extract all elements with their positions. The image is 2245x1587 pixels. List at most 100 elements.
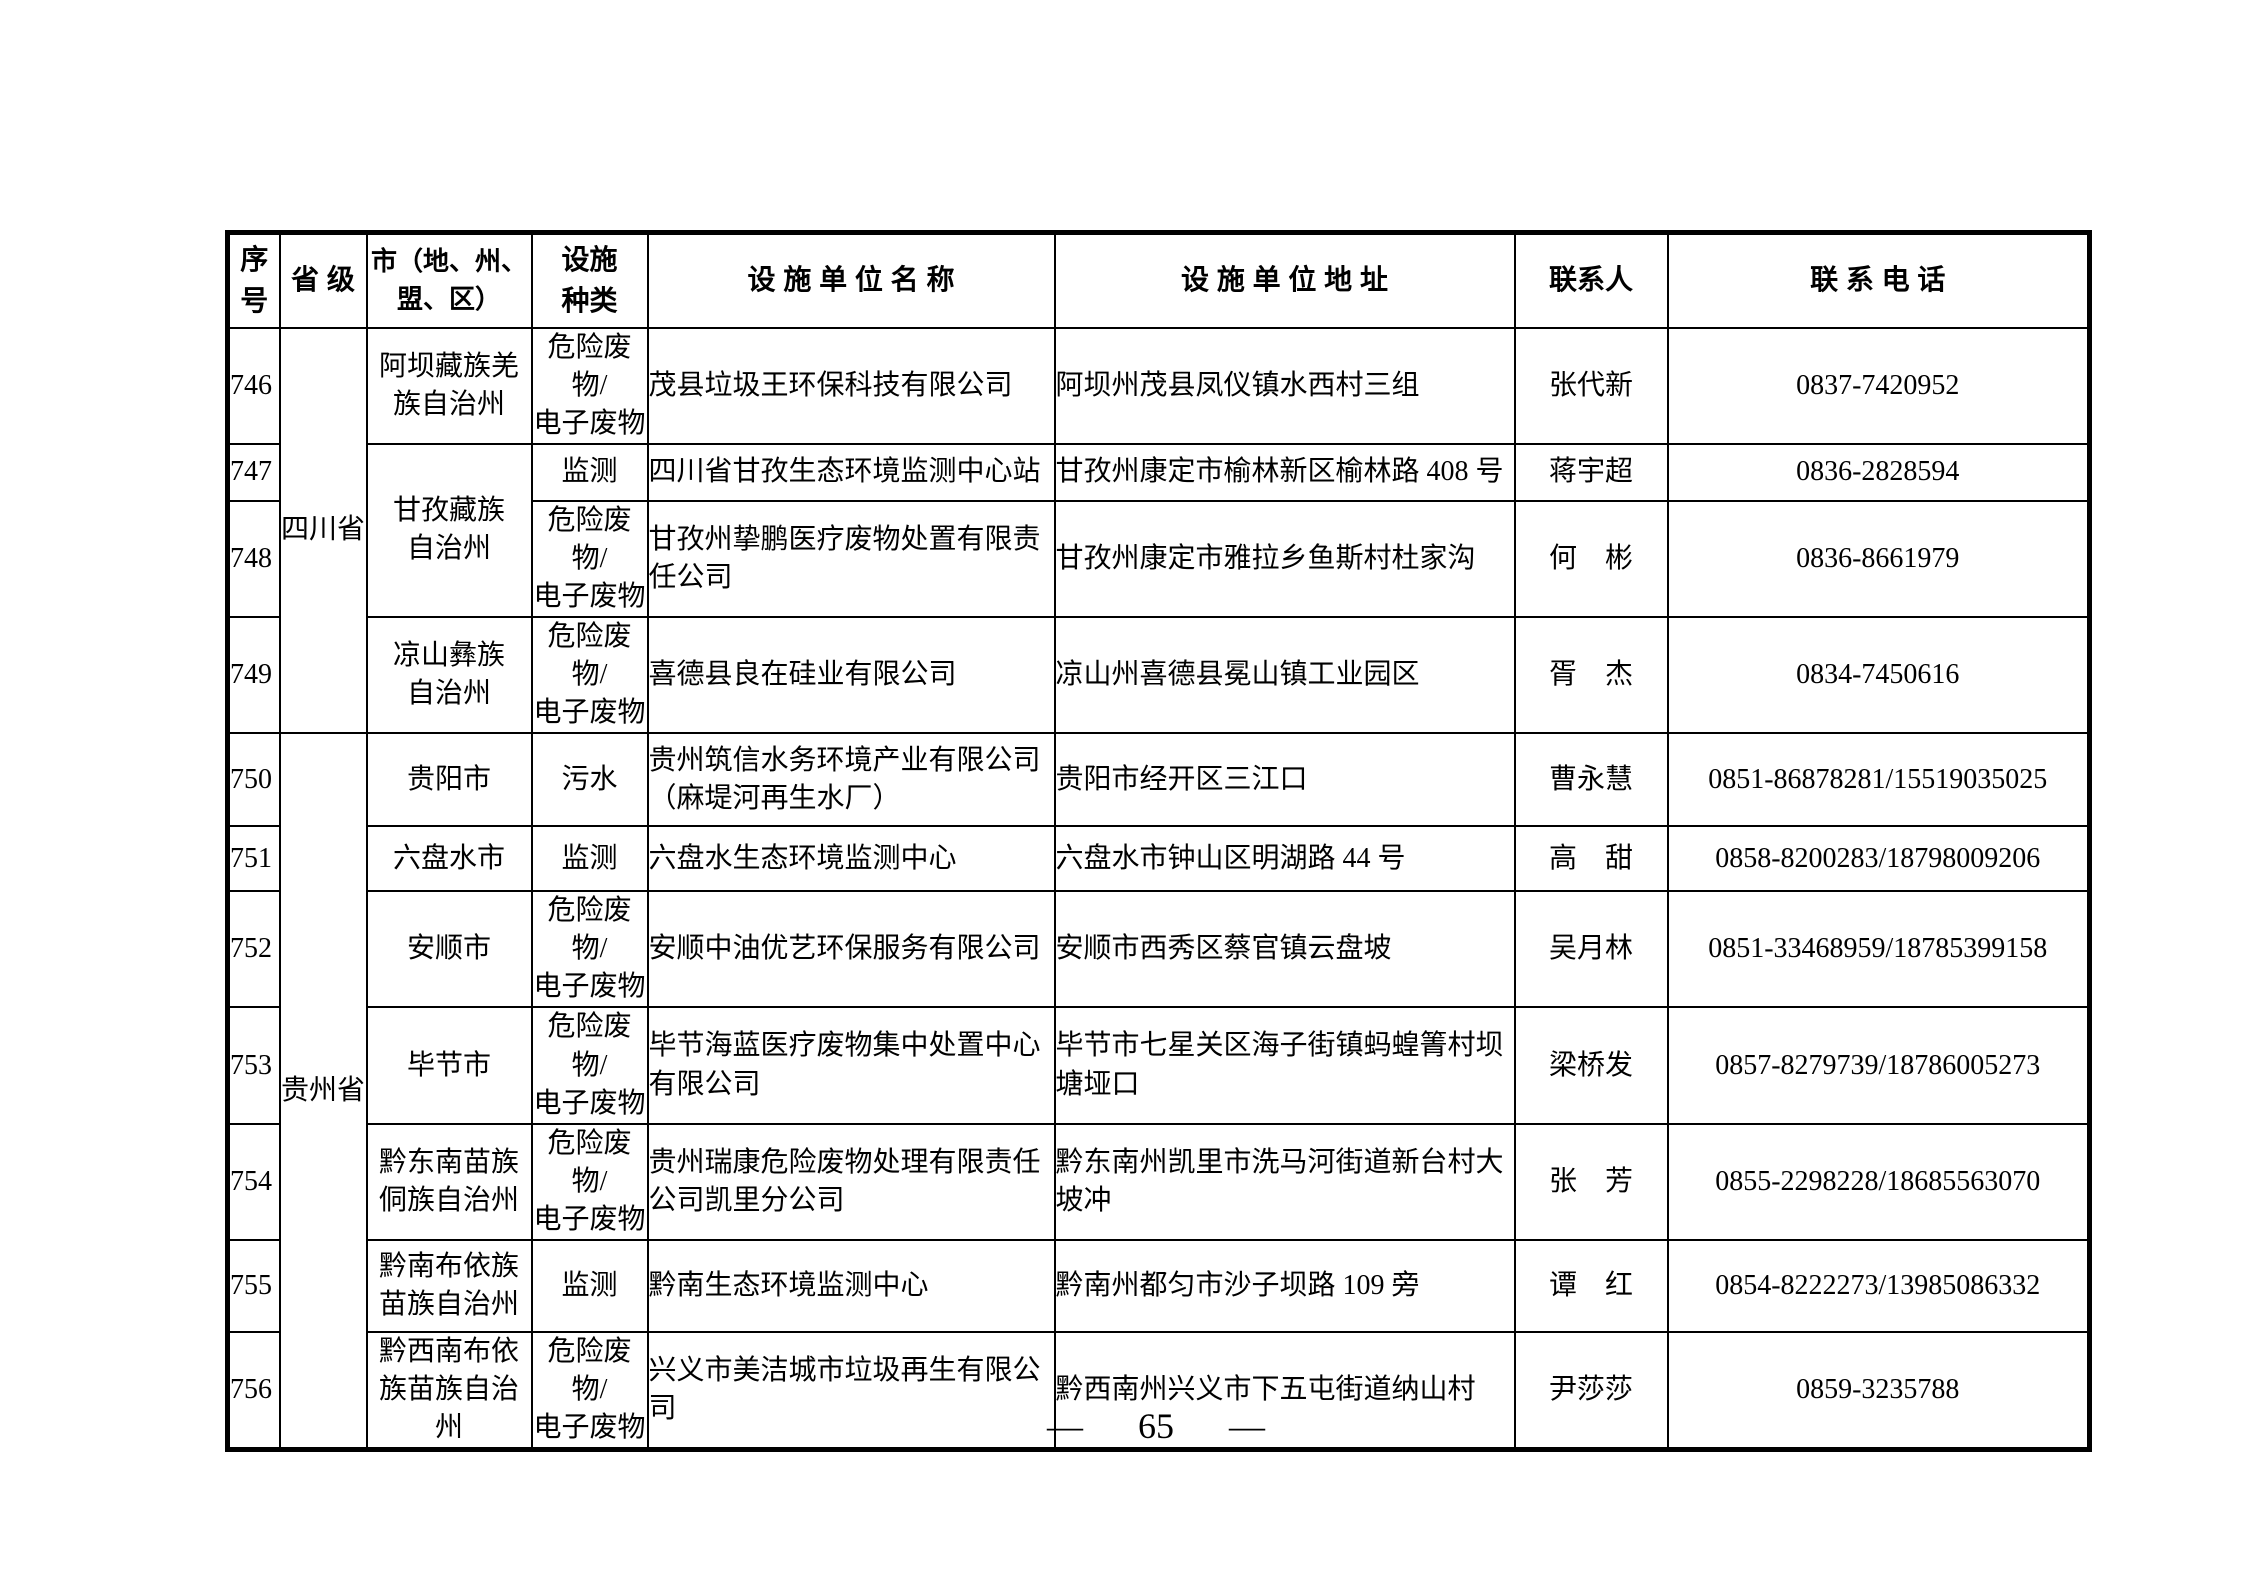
cell-serial: 751 — [226, 825, 281, 893]
cell-facility-type: 危险废物/ 电子废物 — [530, 1006, 649, 1125]
cell-contact: 何 彬 — [1513, 499, 1669, 618]
cell-facility-type: 监测 — [530, 1238, 649, 1333]
cell-facility-name: 兴义市美洁城市垃圾再生有限公司 — [646, 1330, 1056, 1451]
cell-facility-name: 四川省甘孜生态环境监测中心站 — [646, 442, 1056, 502]
cell-facility-address: 贵阳市经开区三江口 — [1053, 732, 1516, 828]
cell-facility-name: 茂县垃圾王环保科技有限公司 — [646, 326, 1056, 445]
cell-facility-type: 危险废物/ 电子废物 — [530, 1122, 649, 1241]
cell-facility-address: 甘孜州康定市雅拉乡鱼斯村杜家沟 — [1053, 499, 1516, 618]
cell-facility-name: 贵州瑞康危险废物处理有限责任 公司凯里分公司 — [646, 1122, 1056, 1241]
page-number: 65 — [1138, 1406, 1174, 1446]
cell-phone: 0855-2298228/18685563070 — [1666, 1122, 2091, 1241]
cell-contact: 蒋宇超 — [1513, 442, 1669, 502]
table-row: 749 凉山彝族 自治州 危险废物/ 电子废物 喜德县良在硅业有限公司 凉山州喜… — [226, 615, 2091, 735]
table-row: 747 甘孜藏族 自治州 监测 四川省甘孜生态环境监测中心站 甘孜州康定市榆林新… — [226, 442, 2091, 618]
cell-contact: 吴月林 — [1513, 890, 1669, 1009]
cell-facility-address: 黔东南州凯里市洗马河街道新台村大 坡冲 — [1053, 1122, 1516, 1241]
cell-facility-name: 甘孜州挚鹏医疗废物处置有限责 任公司 — [646, 499, 1056, 618]
table-row: 755 黔南布依族 苗族自治州 监测 黔南生态环境监测中心 黔南州都匀市沙子坝路… — [226, 1238, 2091, 1333]
table-row: 754 黔东南苗族 侗族自治州 危险废物/ 电子废物 贵州瑞康危险废物处理有限责… — [226, 1122, 2091, 1241]
header-phone: 联 系 电 话 — [1666, 231, 2091, 329]
table-row: 750 贵州省 贵阳市 污水 贵州筑信水务环境产业有限公司 （麻堤河再生水厂） … — [226, 732, 2091, 1451]
cell-phone: 0834-7450616 — [1666, 615, 2091, 735]
cell-province-guizhou: 贵州省 — [278, 732, 368, 1451]
cell-facility-address: 安顺市西秀区蔡官镇云盘坡 — [1053, 890, 1516, 1009]
cell-city: 六盘水市 — [365, 825, 533, 893]
cell-phone: 0859-3235788 — [1666, 1330, 2091, 1451]
cell-facility-type: 污水 — [530, 732, 649, 828]
cell-facility-type: 危险废物/ 电子废物 — [530, 1330, 649, 1451]
cell-serial: 753 — [226, 1006, 281, 1125]
cell-contact: 梁桥发 — [1513, 1006, 1669, 1125]
cell-facility-address: 黔西南州兴义市下五屯街道纳山村 — [1053, 1330, 1516, 1451]
cell-serial: 746 — [226, 326, 281, 445]
cell-facility-type: 危险废物/ 电子废物 — [530, 326, 649, 445]
cell-facility-name: 安顺中油优艺环保服务有限公司 — [646, 890, 1056, 1009]
cell-contact: 张代新 — [1513, 326, 1669, 445]
cell-city: 黔南布依族 苗族自治州 — [365, 1238, 533, 1333]
footer-right-dash: — — [1229, 1406, 1265, 1446]
table-row: 752 安顺市 危险废物/ 电子废物 安顺中油优艺环保服务有限公司 安顺市西秀区… — [226, 890, 2091, 1009]
cell-contact: 尹莎莎 — [1513, 1330, 1669, 1451]
cell-facility-type: 危险废物/ 电子废物 — [530, 499, 649, 618]
cell-phone: 0854-8222273/13985086332 — [1666, 1238, 2091, 1333]
facility-table: 序 号 省 级 市（地、州、 盟、区） 设施 种类 设 施 单 位 名 称 设 … — [225, 230, 2092, 1453]
cell-serial: 754 — [226, 1122, 281, 1241]
cell-city: 安顺市 — [365, 890, 533, 1009]
header-facility-name: 设 施 单 位 名 称 — [646, 231, 1056, 329]
cell-phone: 0837-7420952 — [1666, 326, 2091, 445]
cell-facility-address: 甘孜州康定市榆林新区榆林路 408 号 — [1053, 442, 1516, 502]
cell-facility-address: 六盘水市钟山区明湖路 44 号 — [1053, 825, 1516, 893]
table-header-row: 序 号 省 级 市（地、州、 盟、区） 设施 种类 设 施 单 位 名 称 设 … — [226, 231, 2091, 329]
cell-contact: 曹永慧 — [1513, 732, 1669, 828]
cell-city: 甘孜藏族 自治州 — [365, 442, 533, 618]
cell-phone: 0836-2828594 — [1666, 442, 2091, 502]
table-row: 751 六盘水市 监测 六盘水生态环境监测中心 六盘水市钟山区明湖路 44 号 … — [226, 825, 2091, 893]
header-city: 市（地、州、 盟、区） — [365, 231, 533, 329]
cell-phone: 0857-8279739/18786005273 — [1666, 1006, 2091, 1125]
cell-serial: 747 — [226, 442, 281, 502]
cell-phone: 0858-8200283/18798009206 — [1666, 825, 2091, 893]
header-facility-type: 设施 种类 — [530, 231, 649, 329]
cell-facility-name: 喜德县良在硅业有限公司 — [646, 615, 1056, 735]
cell-facility-type: 危险废物/ 电子废物 — [530, 890, 649, 1009]
cell-facility-name: 六盘水生态环境监测中心 — [646, 825, 1056, 893]
cell-facility-address: 毕节市七星关区海子街镇蚂蝗箐村坝 塘垭口 — [1053, 1006, 1516, 1125]
cell-city: 凉山彝族 自治州 — [365, 615, 533, 735]
header-contact: 联系人 — [1513, 231, 1669, 329]
cell-serial: 748 — [226, 499, 281, 618]
cell-city: 阿坝藏族羌 族自治州 — [365, 326, 533, 445]
cell-facility-type: 危险废物/ 电子废物 — [530, 615, 649, 735]
cell-serial: 752 — [226, 890, 281, 1009]
table-row: 753 毕节市 危险废物/ 电子废物 毕节海蓝医疗废物集中处置中心 有限公司 毕… — [226, 1006, 2091, 1125]
footer-left-dash: — — [1047, 1406, 1083, 1446]
cell-facility-address: 阿坝州茂县凤仪镇水西村三组 — [1053, 326, 1516, 445]
cell-city: 黔东南苗族 侗族自治州 — [365, 1122, 533, 1241]
cell-contact: 张 芳 — [1513, 1122, 1669, 1241]
table-row: 746 四川省 阿坝藏族羌 族自治州 危险废物/ 电子废物 茂县垃圾王环保科技有… — [226, 326, 2091, 735]
cell-contact: 高 甜 — [1513, 825, 1669, 893]
page-footer: — 65 — — [225, 1405, 2087, 1447]
cell-contact: 谭 红 — [1513, 1238, 1669, 1333]
cell-facility-name: 贵州筑信水务环境产业有限公司 （麻堤河再生水厂） — [646, 732, 1056, 828]
cell-facility-address: 黔南州都匀市沙子坝路 109 旁 — [1053, 1238, 1516, 1333]
cell-contact: 胥 杰 — [1513, 615, 1669, 735]
header-province: 省 级 — [278, 231, 368, 329]
cell-facility-address: 凉山州喜德县冕山镇工业园区 — [1053, 615, 1516, 735]
cell-serial: 750 — [226, 732, 281, 828]
cell-phone: 0851-33468959/18785399158 — [1666, 890, 2091, 1009]
cell-city: 黔西南布依 族苗族自治 州 — [365, 1330, 533, 1451]
cell-facility-type: 监测 — [530, 825, 649, 893]
cell-serial: 756 — [226, 1330, 281, 1451]
cell-city: 贵阳市 — [365, 732, 533, 828]
cell-phone: 0851-86878281/15519035025 — [1666, 732, 2091, 828]
cell-phone: 0836-8661979 — [1666, 499, 2091, 618]
cell-province-sichuan: 四川省 — [278, 326, 368, 735]
header-serial: 序 号 — [226, 231, 281, 329]
cell-facility-type: 监测 — [530, 442, 649, 502]
header-facility-address: 设 施 单 位 地 址 — [1053, 231, 1516, 329]
table-row: 756 黔西南布依 族苗族自治 州 危险废物/ 电子废物 兴义市美洁城市垃圾再生… — [226, 1330, 2091, 1451]
cell-facility-name: 黔南生态环境监测中心 — [646, 1238, 1056, 1333]
table-row: 748 危险废物/ 电子废物 甘孜州挚鹏医疗废物处置有限责 任公司 甘孜州康定市… — [226, 499, 2091, 618]
